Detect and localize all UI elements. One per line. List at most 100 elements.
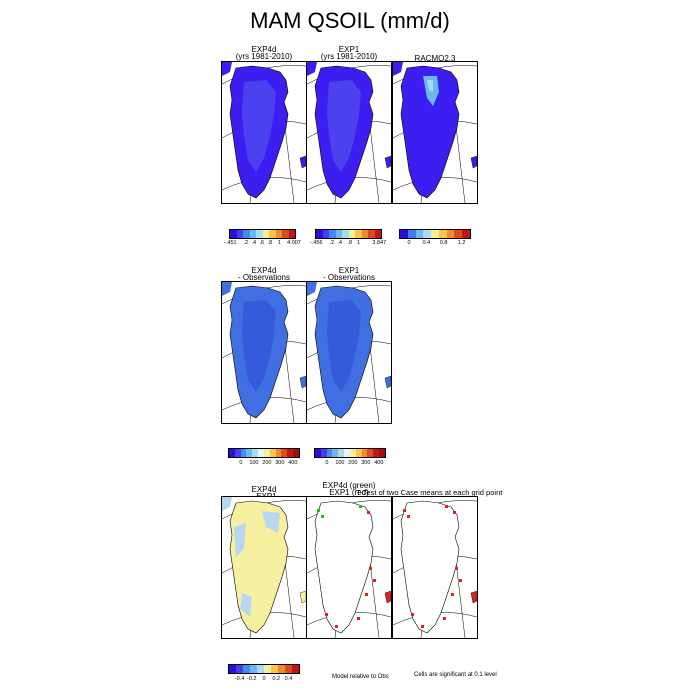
- colorbar-exp4d-obs: [228, 448, 300, 458]
- colorbar-swatch: [338, 449, 345, 457]
- colorbar-swatch: [361, 230, 368, 238]
- row3-panel1-title-line1: EXP4d: [251, 485, 277, 494]
- colorbar-swatch: [236, 665, 243, 673]
- colorbar-swatch: [368, 230, 375, 238]
- colorbar-swatch: [407, 230, 416, 238]
- colorbar-swatch: [285, 665, 292, 673]
- land-patch: [307, 62, 317, 76]
- tick-label: 300: [275, 460, 285, 466]
- significant-cell: [365, 593, 368, 596]
- land-patch: [222, 282, 232, 296]
- colorbar-racmo: [399, 229, 471, 239]
- land-patch: [384, 155, 391, 169]
- map-panel-exp1: [306, 61, 392, 204]
- land-patch: [307, 282, 317, 296]
- colorbar-swatch: [329, 230, 336, 238]
- map-panel-exp4d: [221, 61, 307, 204]
- significant-cell: [451, 593, 454, 596]
- map-panel-ttest-green-red: [306, 496, 392, 639]
- colorbar-diff: [228, 664, 300, 674]
- colorbar-swatch: [240, 449, 247, 457]
- row2-panel2-title: EXP1 - Observations: [306, 266, 392, 282]
- tick-label: -0.2: [247, 676, 257, 682]
- tick-label: 1: [357, 240, 361, 246]
- colorbar-swatch: [373, 449, 380, 457]
- colorbar-exp1: [315, 229, 382, 239]
- colorbar-swatch: [282, 230, 289, 238]
- note-cells-significant: Cells are significant at 0.1 level: [414, 672, 497, 678]
- land-patch: [470, 155, 477, 169]
- tick-label: -.451: [224, 240, 237, 246]
- row2-panel2-title-line1: EXP1: [338, 266, 360, 275]
- colorbar-swatch: [256, 230, 263, 238]
- colorbar-swatch: [315, 449, 321, 457]
- significant-cell: [411, 613, 414, 616]
- tick-label: 0.4: [284, 676, 293, 682]
- colorbar-swatch: [258, 449, 264, 457]
- significant-cell: [369, 567, 372, 570]
- significant-cell: [421, 625, 424, 628]
- colorbar-swatch: [243, 665, 250, 673]
- ttest-title: T-Test of two Case means at each grid po…: [356, 488, 503, 497]
- significant-cell: [407, 515, 410, 518]
- row1-panel3-title-line1: RACMO2.3: [414, 54, 456, 63]
- land-patch: [393, 62, 403, 76]
- colorbar-swatch: [454, 230, 463, 238]
- greenland-landmass: [229, 500, 289, 634]
- land-patch: [299, 590, 306, 604]
- colorbar-swatch: [292, 665, 299, 673]
- significant-cell: [459, 579, 462, 582]
- colorbar-swatch: [446, 230, 455, 238]
- row1-panel1-title-line2: (yrs 1981-2010): [235, 52, 293, 61]
- graticule-line: [368, 117, 380, 203]
- interior-shading: [327, 80, 361, 172]
- significant-cell: [325, 613, 328, 616]
- significant-cell: [453, 511, 456, 514]
- colorbar-swatch: [400, 230, 408, 238]
- colorbar-swatch: [316, 230, 323, 238]
- row1-panel1-title: EXP4d (yrs 1981-2010): [221, 45, 307, 61]
- colorbar-swatch: [374, 230, 381, 238]
- tick-label: .8: [347, 240, 353, 246]
- tick-label: .4: [251, 240, 257, 246]
- land-patch: [222, 497, 232, 511]
- interior-shading: [242, 300, 276, 392]
- colorbar-swatch: [415, 230, 424, 238]
- land-patch: [384, 375, 391, 389]
- tick-label: 0: [325, 460, 329, 466]
- row1-panel2-title-line1: EXP1: [338, 45, 360, 54]
- land-patch: [299, 375, 306, 389]
- row1-panel1-title-line1: EXP4d: [251, 45, 277, 54]
- map-panel-ttest-red: [392, 496, 478, 639]
- colorbar-swatch: [335, 230, 342, 238]
- row3-panel2-title-line2: EXP1 (red): [329, 488, 369, 497]
- tick-label: 0: [262, 676, 266, 682]
- colorbar-swatch: [287, 449, 294, 457]
- tick-label: 0.4: [422, 240, 431, 246]
- tick-label: .4: [337, 240, 343, 246]
- colorbar-swatch: [438, 230, 447, 238]
- colorbar-swatch: [271, 665, 278, 673]
- significant-cell: [443, 617, 446, 620]
- significant-cell: [455, 567, 458, 570]
- greenland-landmass: [400, 65, 460, 199]
- colorbar-swatch: [275, 230, 282, 238]
- map-panel-diff: [221, 496, 307, 639]
- colorbar-exp4d: [229, 229, 296, 239]
- interior-shading: [240, 593, 252, 617]
- graticule-line: [283, 552, 295, 638]
- row1-panel2-title: EXP1 (yrs 1981-2010): [306, 45, 392, 61]
- colorbar-swatch: [349, 449, 356, 457]
- interior-shading: [327, 300, 361, 392]
- significant-cell: [373, 579, 376, 582]
- colorbar-swatch: [234, 449, 241, 457]
- significant-cell: [359, 505, 362, 508]
- graticule-line: [283, 117, 295, 203]
- figure-title: MAM QSOIL (mm/d): [250, 8, 450, 33]
- row2-panel1-title-line1: EXP4d: [251, 266, 277, 275]
- colorbar-swatch: [322, 230, 329, 238]
- colorbar-swatch: [326, 449, 333, 457]
- colorbar-swatch: [275, 449, 282, 457]
- colorbar-swatch: [246, 449, 253, 457]
- colorbar-swatch: [257, 665, 264, 673]
